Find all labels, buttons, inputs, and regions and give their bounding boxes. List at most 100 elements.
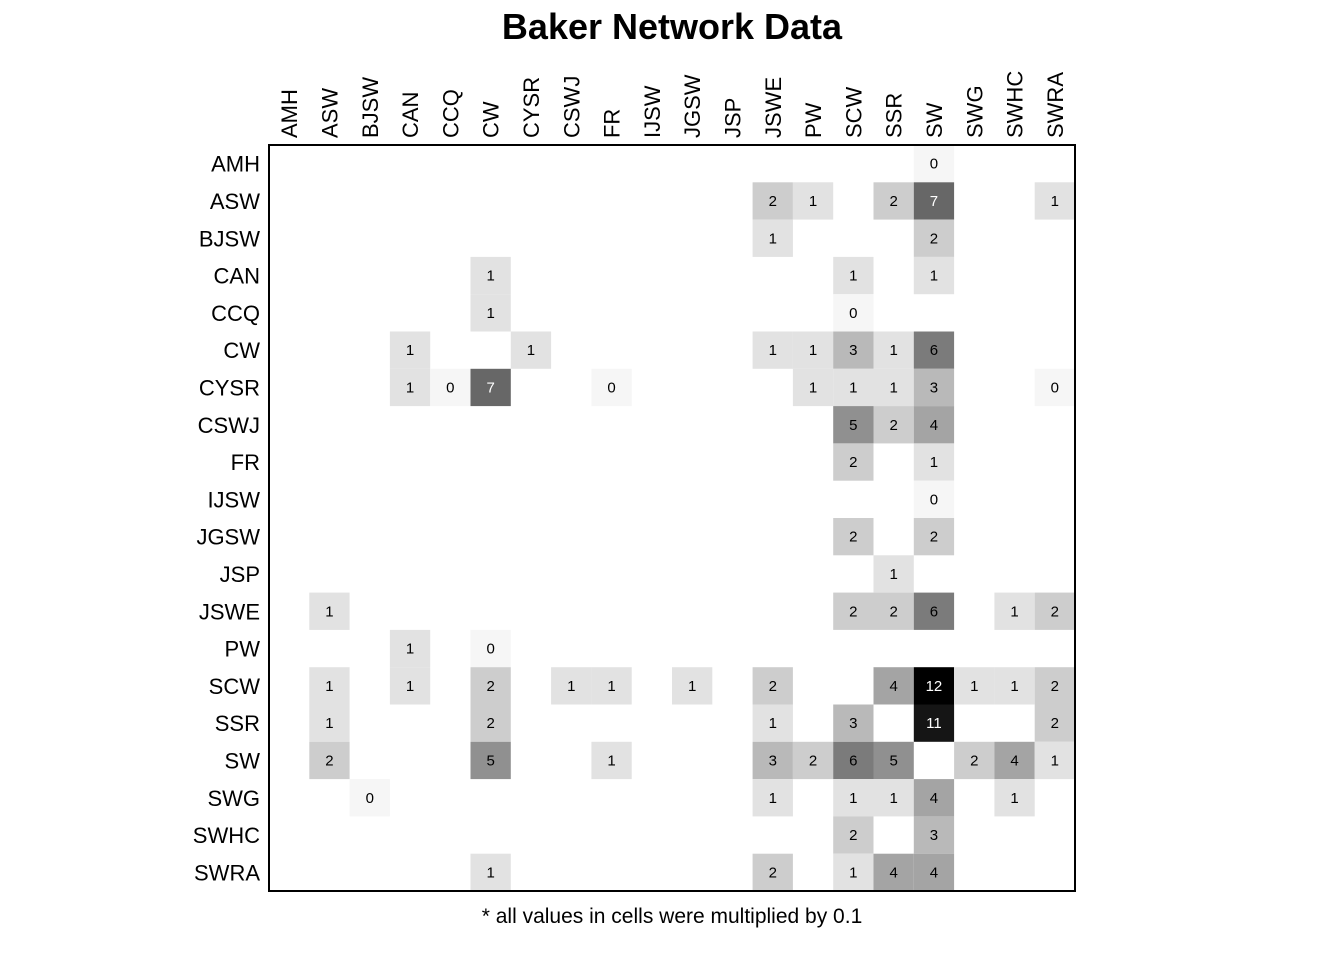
cell-value-label: 2 bbox=[486, 678, 494, 695]
heatmap-cell bbox=[752, 667, 793, 705]
cell-value-label: 1 bbox=[930, 268, 938, 285]
cell-value-label: 1 bbox=[325, 715, 333, 732]
heatmap-cell bbox=[591, 741, 632, 780]
column-label: JSP bbox=[720, 98, 745, 138]
heatmap-cell bbox=[792, 741, 834, 780]
cell-value-label: 2 bbox=[849, 529, 857, 546]
row-label: SWG bbox=[207, 786, 260, 811]
heatmap-cell bbox=[752, 741, 793, 780]
heatmap-cell bbox=[752, 779, 793, 817]
cell-value-label: 1 bbox=[1010, 790, 1018, 807]
heatmap-cell bbox=[954, 741, 995, 780]
row-labels: AMH ASW BJSW CAN CCQ CW CYSR CSWJ FR IJSW JGSW JSP J… bbox=[193, 152, 261, 886]
row-label: SWRA bbox=[194, 860, 260, 885]
cell-value-label: 4 bbox=[889, 864, 897, 881]
row-label: SCW bbox=[209, 674, 261, 699]
row-label: JGSW bbox=[196, 525, 260, 550]
column-label: CSWJ bbox=[559, 76, 584, 138]
heatmap-cell bbox=[349, 779, 390, 817]
heatmap-cell bbox=[792, 182, 834, 220]
heatmap-cell bbox=[752, 182, 793, 220]
cell-value-label: 0 bbox=[930, 491, 938, 508]
cell-value-label: 1 bbox=[1051, 752, 1059, 769]
cell-value-label: 2 bbox=[1051, 678, 1059, 695]
heatmap-cell bbox=[309, 704, 350, 742]
heatmap-cell bbox=[1034, 182, 1075, 220]
cell-value-label: 1 bbox=[406, 342, 414, 359]
column-label: SWG bbox=[962, 85, 987, 138]
cell-value-label: 2 bbox=[809, 752, 817, 769]
row-label: IJSW bbox=[207, 487, 260, 512]
heatmap-cell bbox=[913, 592, 955, 630]
heatmap-cell bbox=[873, 182, 914, 220]
cell-value-label: 1 bbox=[849, 268, 857, 285]
heatmap-cell bbox=[470, 853, 511, 891]
heatmap-cell bbox=[752, 853, 793, 891]
cell-value-label: 2 bbox=[889, 193, 897, 210]
cell-value-label: 1 bbox=[930, 454, 938, 471]
row-label: BJSW bbox=[199, 226, 260, 251]
cell-value-label: 0 bbox=[446, 379, 454, 396]
cell-value-label: 2 bbox=[1051, 715, 1059, 732]
cell-value-label: 1 bbox=[527, 342, 535, 359]
row-label: SW bbox=[225, 748, 261, 773]
heatmap-cell bbox=[309, 741, 350, 780]
heatmap-cell bbox=[470, 704, 511, 742]
cell-value-label: 4 bbox=[930, 790, 938, 807]
heatmap-cell bbox=[994, 592, 1035, 630]
cell-value-label: 1 bbox=[1051, 193, 1059, 210]
heatmap-cell bbox=[913, 256, 955, 295]
cell-value-label: 3 bbox=[930, 379, 938, 396]
heatmap-cell bbox=[913, 331, 955, 369]
row-label: ASW bbox=[210, 189, 260, 214]
cell-value-label: 1 bbox=[769, 342, 777, 359]
cell-value-label: 2 bbox=[769, 193, 777, 210]
cell-value-label: 2 bbox=[970, 752, 978, 769]
cell-value-label: 1 bbox=[607, 678, 615, 695]
cell-value-label: 1 bbox=[849, 790, 857, 807]
row-label: CSWJ bbox=[198, 413, 260, 438]
heatmap-cell bbox=[833, 592, 874, 630]
cell-value-label: 2 bbox=[889, 603, 897, 620]
cell-value-label: 0 bbox=[607, 379, 615, 396]
heatmap-cell bbox=[994, 667, 1035, 705]
row-label: AMH bbox=[211, 152, 260, 177]
cell-value-label: 1 bbox=[809, 193, 817, 210]
heatmap-cell bbox=[551, 667, 592, 705]
column-label: IJSW bbox=[640, 85, 665, 138]
heatmap-cell bbox=[833, 816, 874, 854]
cell-value-label: 5 bbox=[889, 752, 897, 769]
heatmap-cell bbox=[1034, 741, 1075, 780]
column-label: FR bbox=[600, 109, 625, 138]
heatmap-cell bbox=[510, 331, 552, 369]
heatmap-cell bbox=[470, 667, 511, 705]
cell-value-label: 3 bbox=[769, 752, 777, 769]
heatmap-cell bbox=[994, 779, 1035, 817]
heatmap-cell bbox=[792, 331, 834, 369]
cell-value-label: 1 bbox=[889, 379, 897, 396]
heatmap-cell bbox=[913, 779, 955, 817]
heatmap-cell bbox=[913, 406, 955, 444]
row-label: JSWE bbox=[199, 599, 260, 624]
cell-value-label: 4 bbox=[1010, 752, 1018, 769]
heatmap-cell bbox=[470, 368, 511, 407]
cell-value-label: 2 bbox=[889, 417, 897, 434]
heatmap-cell bbox=[994, 741, 1035, 780]
cell-value-label: 1 bbox=[769, 230, 777, 247]
cell-value-label: 2 bbox=[486, 715, 494, 732]
cell-value-label: 1 bbox=[849, 379, 857, 396]
cell-value-label: 1 bbox=[486, 864, 494, 881]
cell-value-label: 1 bbox=[769, 790, 777, 807]
heatmap-cell bbox=[833, 741, 874, 780]
heatmap-cell bbox=[913, 443, 955, 481]
column-label: SWHC bbox=[1003, 71, 1028, 138]
heatmap-cell bbox=[309, 667, 350, 705]
heatmap-cell bbox=[470, 741, 511, 780]
cell-value-label: 1 bbox=[607, 752, 615, 769]
row-label: CCQ bbox=[211, 301, 260, 326]
cell-value-label: 4 bbox=[930, 417, 938, 434]
heatmap-cell bbox=[833, 518, 874, 556]
chart-title: Baker Network Data bbox=[501, 6, 843, 47]
heatmap-cell bbox=[470, 294, 511, 332]
